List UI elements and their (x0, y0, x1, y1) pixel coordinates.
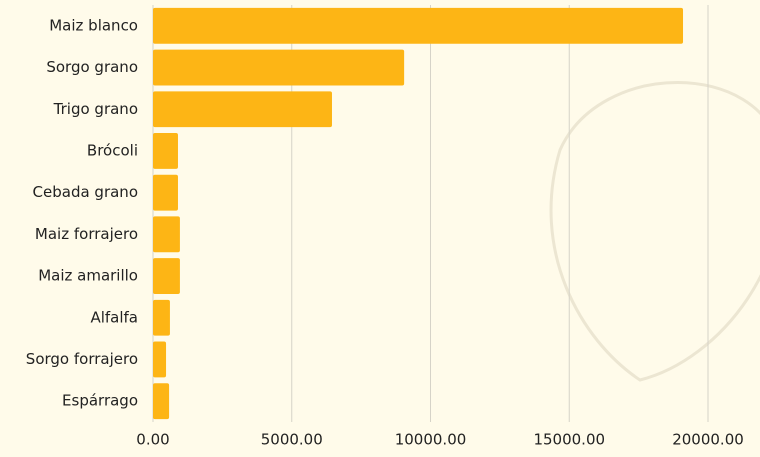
bar (153, 175, 178, 211)
y-tick-label: Alfalfa (90, 308, 138, 326)
x-tick-label: 5000.00 (261, 431, 323, 449)
y-tick-label: Espárrago (62, 392, 138, 410)
bar (153, 133, 178, 169)
x-tick-label: 20000.00 (672, 431, 744, 449)
y-tick-label: Sorgo forrajero (26, 350, 138, 368)
y-tick-label: Trigo grano (53, 100, 138, 118)
y-tick-label: Sorgo grano (46, 58, 138, 76)
bar (153, 300, 170, 336)
x-tick-label: 15000.00 (533, 431, 605, 449)
y-tick-label: Maiz amarillo (38, 267, 138, 285)
chart: 0.00 5000.00 10000.00 15000.00 20000.00 Maiz … (0, 0, 760, 453)
y-tick-label: Maiz blanco (49, 16, 138, 34)
y-tick-label: Brócoli (87, 141, 138, 159)
bar (153, 91, 332, 127)
bar (153, 216, 180, 252)
bar (153, 8, 683, 44)
x-tick-label: 10000.00 (395, 431, 467, 449)
x-tick-label: 0.00 (136, 431, 169, 449)
bar (153, 383, 169, 419)
y-tick-label: Maiz forrajero (35, 225, 138, 243)
y-tick-label: Cebada grano (33, 183, 138, 201)
bar (153, 342, 166, 378)
bar (153, 258, 180, 294)
bar (153, 50, 404, 86)
